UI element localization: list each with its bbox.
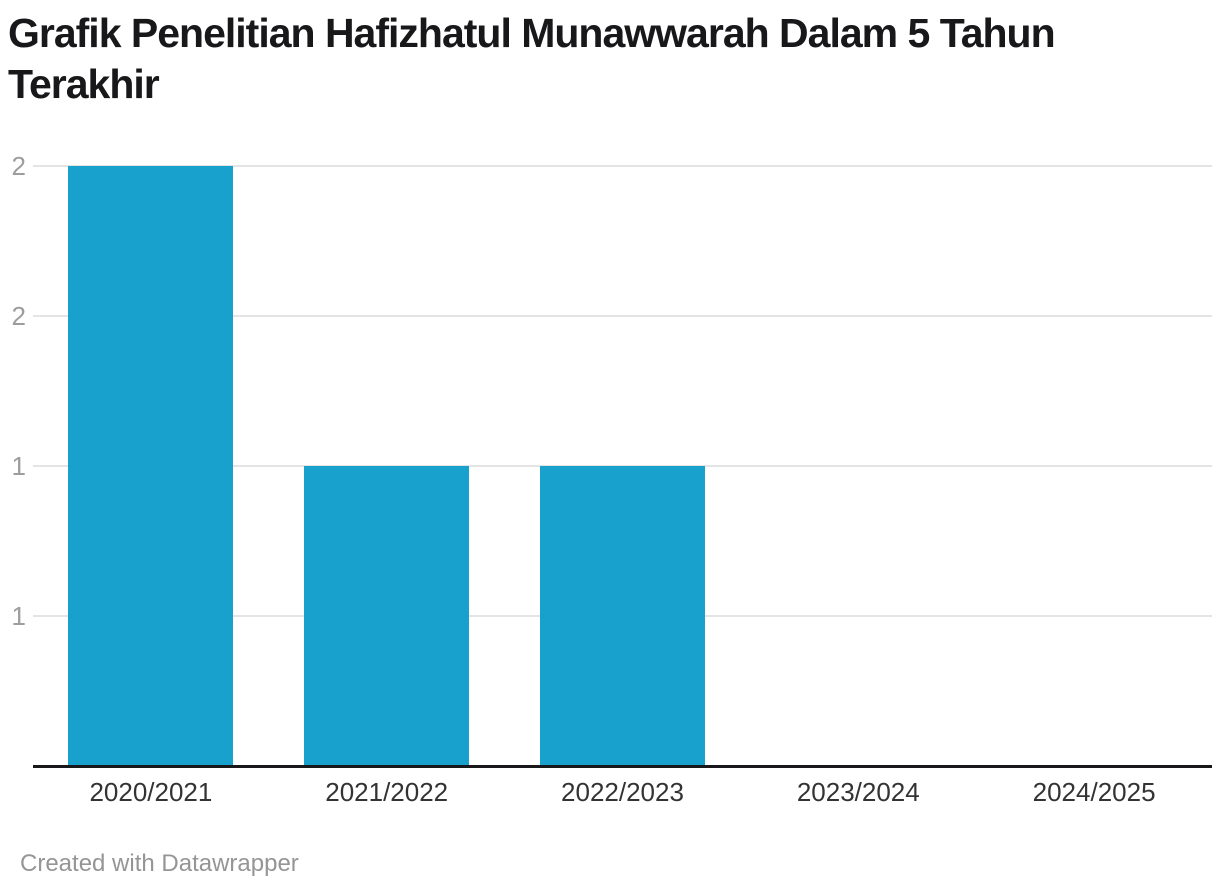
attribution-text: Created with Datawrapper — [20, 850, 299, 877]
bar-chart-plot-area: 1 1 2 2 — [12, 153, 1212, 768]
y-tick-label: 1 — [11, 601, 26, 631]
x-tick-label: 2022/2023 — [561, 777, 684, 807]
bar-2020-2021 — [68, 166, 234, 766]
y-tick-label: 2 — [11, 151, 26, 181]
x-axis-baseline — [33, 765, 1212, 768]
x-tick-label: 2021/2022 — [325, 777, 449, 807]
gridline — [33, 315, 1212, 317]
x-tick-label: 2020/2021 — [89, 777, 213, 807]
y-tick-label: 2 — [11, 301, 26, 331]
y-tick-label: 1 — [11, 451, 26, 481]
bar-2022-2023 — [539, 466, 706, 766]
gridline — [33, 165, 1212, 167]
x-axis: 2020/2021 2021/2022 2022/2023 2023/2024 2024… — [33, 779, 1212, 809]
bar-2021-2022 — [304, 466, 470, 766]
chart-title: Grafik Penelitian Hafizhatul Munawwarah … — [8, 10, 1056, 108]
x-tick-label: 2024/2025 — [1032, 777, 1156, 807]
x-tick-label: 2023/2024 — [796, 777, 920, 807]
